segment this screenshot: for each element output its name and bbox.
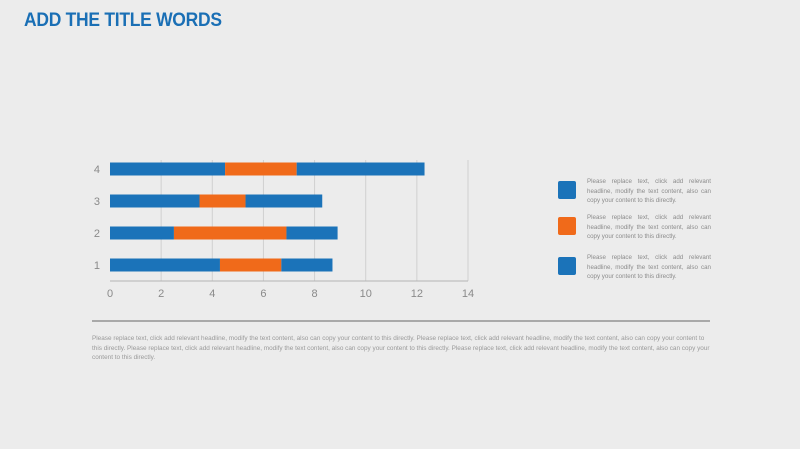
legend-swatch xyxy=(558,181,576,199)
legend-text: Please replace text, click add relevant … xyxy=(587,254,711,281)
bar-segment xyxy=(110,194,200,208)
legend-text: Please replace text, click add relevant … xyxy=(587,178,711,205)
bar-segment xyxy=(281,258,333,272)
y-tick-label: 2 xyxy=(94,228,100,240)
body-text: Please replace text, click add relevant … xyxy=(92,335,710,362)
legend-text: Please replace text, click add relevant … xyxy=(587,214,711,241)
y-tick-label: 3 xyxy=(94,196,100,208)
bar-segment xyxy=(110,226,174,240)
x-tick-label: 2 xyxy=(158,288,164,300)
y-tick-label: 4 xyxy=(94,164,100,176)
x-tick-label: 0 xyxy=(107,288,113,300)
bar-segment xyxy=(219,258,282,272)
y-tick-label: 1 xyxy=(94,260,100,272)
x-tick-label: 4 xyxy=(209,288,215,300)
legend-item: Please replace text, click add relevant … xyxy=(558,177,713,217)
legend-swatch xyxy=(558,257,576,275)
bar-segment xyxy=(110,258,220,272)
bar-segment xyxy=(225,162,297,176)
x-tick-label: 10 xyxy=(360,288,372,300)
legend-item: Please replace text, click add relevant … xyxy=(558,213,713,253)
x-tick-label: 14 xyxy=(462,288,474,300)
bar-segment xyxy=(296,162,425,176)
x-tick-label: 6 xyxy=(260,288,266,300)
bar-segment xyxy=(110,162,226,176)
bar-segment xyxy=(199,194,246,208)
x-tick-label: 12 xyxy=(411,288,423,300)
legend-swatch xyxy=(558,217,576,235)
bar-segment xyxy=(245,194,323,208)
bar-segment xyxy=(173,226,287,240)
x-tick-label: 8 xyxy=(312,288,318,300)
page-title: ADD THE TITLE WORDS xyxy=(24,10,222,31)
bar-segment xyxy=(286,226,338,240)
legend-item: Please replace text, click add relevant … xyxy=(558,253,713,293)
divider xyxy=(92,320,710,322)
